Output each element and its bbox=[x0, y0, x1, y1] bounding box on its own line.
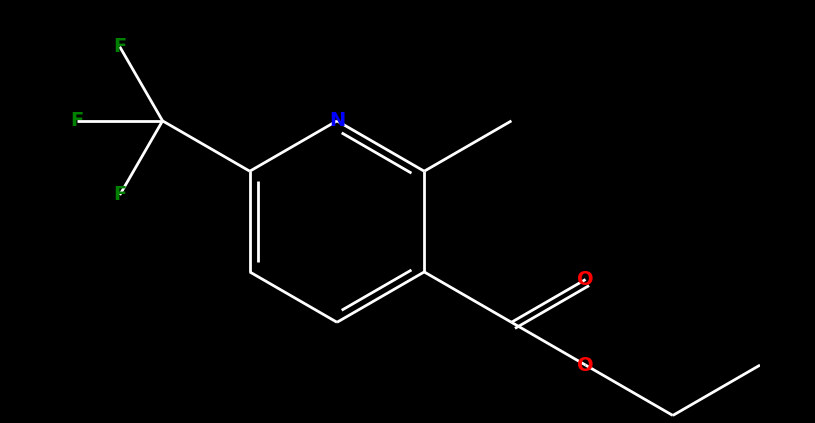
Text: O: O bbox=[577, 270, 594, 289]
Text: F: F bbox=[70, 111, 84, 130]
Text: F: F bbox=[113, 186, 126, 204]
Text: F: F bbox=[113, 37, 126, 56]
Text: N: N bbox=[329, 111, 345, 130]
Text: O: O bbox=[577, 356, 594, 375]
